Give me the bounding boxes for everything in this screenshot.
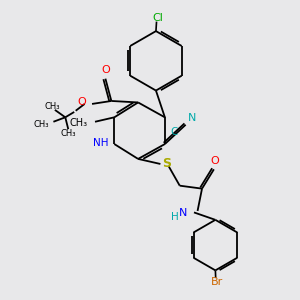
- Text: CH₃: CH₃: [61, 129, 76, 138]
- Text: S: S: [162, 158, 171, 170]
- Text: O: O: [77, 98, 86, 107]
- Text: Br: Br: [211, 277, 223, 287]
- Text: CH₃: CH₃: [44, 101, 60, 110]
- Text: CH₃: CH₃: [70, 118, 88, 128]
- Text: NH: NH: [93, 138, 109, 148]
- Text: H: H: [171, 212, 179, 223]
- Text: N: N: [178, 208, 187, 218]
- Text: C: C: [170, 127, 178, 137]
- Text: CH₃: CH₃: [33, 120, 49, 129]
- Text: O: O: [210, 156, 219, 166]
- Text: N: N: [188, 113, 196, 123]
- Text: O: O: [102, 65, 110, 75]
- Text: Cl: Cl: [152, 13, 163, 23]
